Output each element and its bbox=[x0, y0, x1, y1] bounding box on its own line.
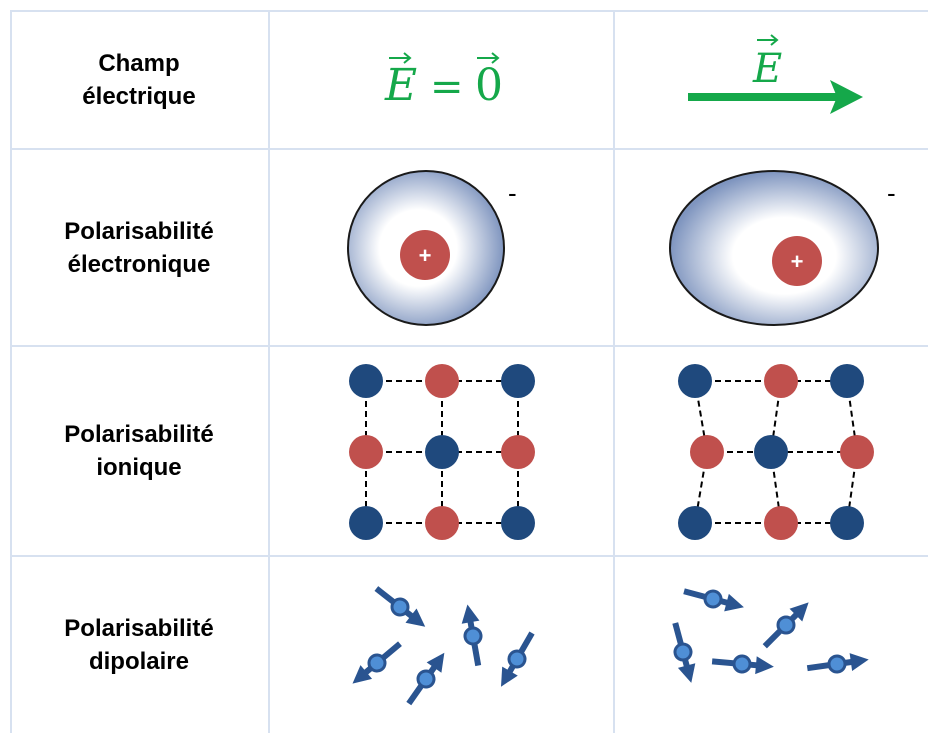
row-label-line: Polarisabilité bbox=[64, 615, 214, 642]
vector-arrow-icon bbox=[389, 52, 500, 64]
dipole-arrow-icon bbox=[371, 581, 431, 633]
row-label-electronic: Polarisabilité électronique bbox=[10, 150, 268, 345]
grid-line bbox=[10, 10, 928, 12]
anion bbox=[501, 506, 535, 540]
anion bbox=[349, 364, 383, 398]
dipole-arrow-icon bbox=[347, 637, 406, 691]
row-label-line: Champ bbox=[98, 50, 180, 77]
grid-line bbox=[10, 555, 928, 557]
row-label-line: Polarisabilité bbox=[64, 217, 214, 245]
nucleus bbox=[400, 230, 450, 280]
dipole-arrow-icon bbox=[667, 621, 700, 686]
nucleus bbox=[772, 236, 822, 286]
anion bbox=[678, 506, 712, 540]
grid-line bbox=[268, 10, 270, 733]
dipole-arrow-icon bbox=[682, 583, 747, 616]
electron-cloud bbox=[669, 170, 879, 326]
dipole-arrow-icon bbox=[493, 629, 540, 692]
zero-field-cell: E = 0 bbox=[384, 52, 503, 111]
cation bbox=[764, 364, 798, 398]
zero-vector: 0 bbox=[475, 60, 503, 111]
row-label-line: électronique bbox=[67, 250, 211, 278]
dipole-arrow-icon bbox=[401, 648, 451, 709]
electronic-field-cell: + - bbox=[669, 170, 896, 326]
row-label-line: Polarisabilité bbox=[64, 421, 214, 448]
row-label-dipolar: Polarisabilité dipolaire bbox=[10, 557, 268, 733]
field-label: E bbox=[752, 46, 782, 92]
cation bbox=[425, 506, 459, 540]
dipole-arrow-icon bbox=[459, 603, 487, 667]
nucleus-sign: + bbox=[419, 243, 432, 268]
grid-line bbox=[10, 345, 928, 347]
dipole-arrow-icon bbox=[711, 652, 774, 675]
field-arrow-icon bbox=[688, 80, 863, 114]
cation bbox=[501, 435, 535, 469]
dipolar-field-cell bbox=[615, 557, 928, 733]
cation bbox=[425, 364, 459, 398]
row-label-ionic: Polarisabilité ionique bbox=[10, 347, 268, 555]
cation bbox=[690, 435, 724, 469]
row-label-field: Champ électrique bbox=[10, 12, 268, 148]
row-label-line: ionique bbox=[96, 454, 182, 481]
electron-sign: - bbox=[508, 178, 517, 208]
ionic-field-cell bbox=[678, 364, 874, 540]
cation bbox=[764, 506, 798, 540]
zero-field-formula: E bbox=[384, 60, 417, 111]
electronic-no-field-cell: + - bbox=[347, 170, 517, 326]
row-label-line: électrique bbox=[82, 83, 196, 110]
dipole-arrow-icon bbox=[806, 651, 870, 677]
electron-sign: - bbox=[887, 178, 896, 208]
anion bbox=[501, 364, 535, 398]
dipole-arrow-icon bbox=[758, 596, 815, 653]
anion bbox=[830, 364, 864, 398]
grid-line bbox=[10, 10, 12, 733]
anion bbox=[678, 364, 712, 398]
equals-sign: = bbox=[430, 64, 464, 110]
anion bbox=[349, 506, 383, 540]
cation bbox=[840, 435, 874, 469]
vector-arrow-icon bbox=[757, 34, 779, 46]
anion bbox=[754, 435, 788, 469]
cation bbox=[349, 435, 383, 469]
dipolar-no-field-cell bbox=[270, 557, 613, 733]
anion bbox=[830, 506, 864, 540]
anion bbox=[425, 435, 459, 469]
nucleus-sign: + bbox=[791, 249, 804, 274]
grid-line bbox=[10, 148, 928, 150]
row-label-line: dipolaire bbox=[88, 648, 189, 675]
ionic-no-field-cell bbox=[349, 364, 535, 540]
field-cell: E bbox=[688, 34, 863, 114]
grid-line bbox=[613, 10, 615, 733]
